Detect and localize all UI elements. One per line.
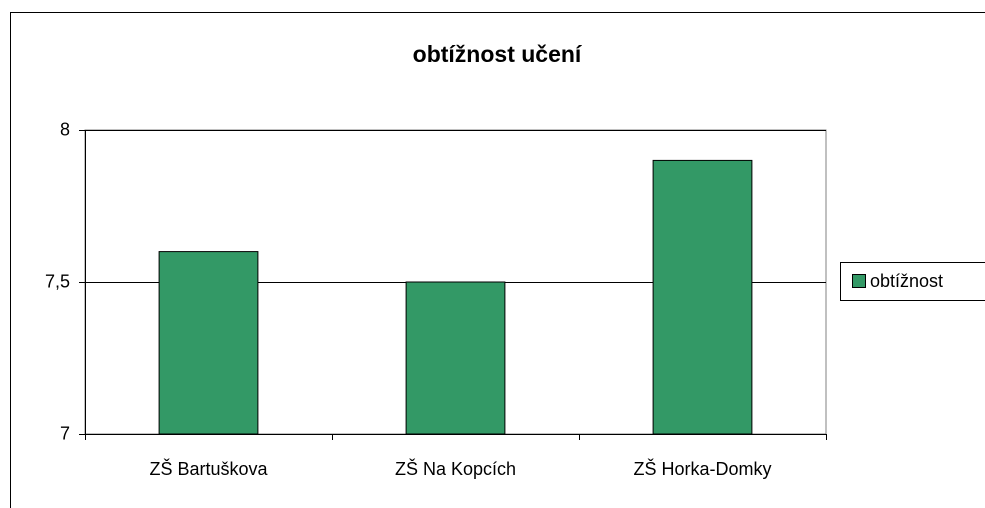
- y-tick-label: 7,5: [45, 271, 70, 291]
- y-tick-label: 7: [60, 423, 70, 443]
- x-tick-label: ZŠ Na Kopcích: [395, 458, 516, 479]
- legend-swatch: [852, 274, 866, 288]
- x-tick-label: ZŠ Bartuškova: [149, 458, 268, 479]
- bar: [158, 251, 259, 435]
- y-tick-label: 8: [60, 119, 70, 139]
- bar: [652, 159, 753, 435]
- bar: [405, 281, 506, 435]
- x-tick-label: ZŠ Horka-Domky: [633, 458, 771, 479]
- chart-title: obtížnost učení: [413, 41, 583, 67]
- legend-label: obtížnost: [870, 271, 943, 291]
